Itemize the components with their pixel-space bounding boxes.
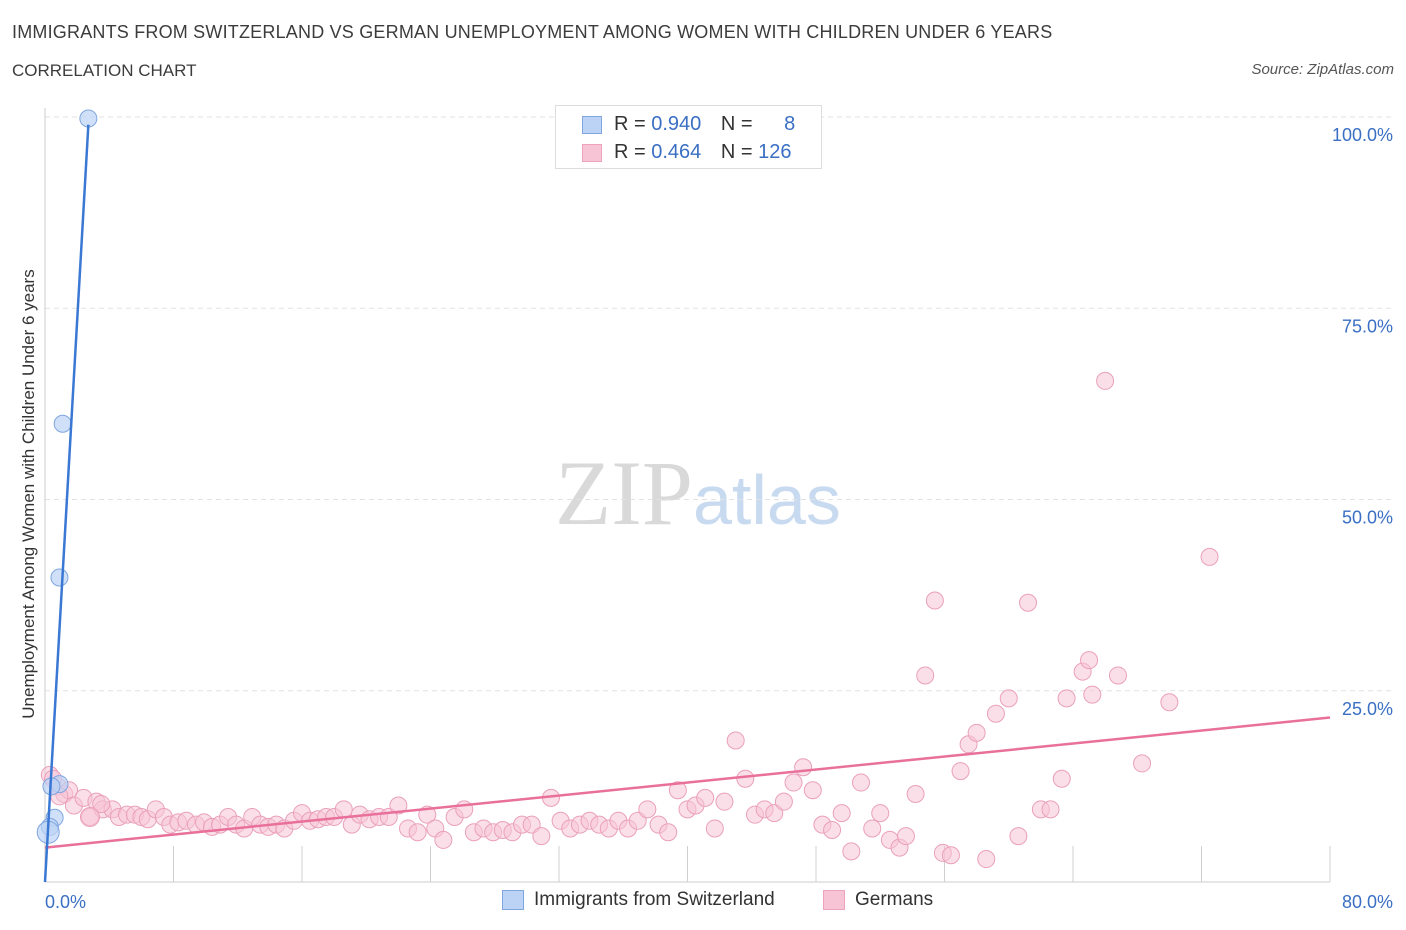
- swiss-legend-swatch: [502, 889, 524, 910]
- german-point: [638, 800, 657, 819]
- german-point: [832, 804, 851, 823]
- german-point: [1009, 827, 1028, 846]
- swiss-point: [50, 568, 69, 587]
- german-point: [999, 689, 1018, 708]
- swiss-point: [79, 109, 98, 128]
- german-point: [1108, 666, 1127, 685]
- german-point: [92, 794, 111, 813]
- german-point: [705, 819, 724, 838]
- german-point: [1096, 371, 1115, 390]
- swiss-point: [53, 414, 72, 433]
- german-point: [1041, 800, 1060, 819]
- watermark-zip: ZIP: [555, 442, 693, 544]
- german-point: [925, 591, 944, 610]
- german-point: [389, 796, 408, 815]
- bottom-legend-swiss: Immigrants from Switzerland: [502, 889, 775, 911]
- swiss-swatch: [582, 115, 602, 134]
- german-point: [434, 830, 453, 849]
- german-point: [765, 804, 784, 823]
- german-point: [1083, 685, 1102, 704]
- german-point: [334, 800, 353, 819]
- german-point: [1019, 593, 1038, 612]
- german-point: [896, 827, 915, 846]
- y-tick-label: 50.0%: [1342, 508, 1393, 528]
- y-tick-label: 100.0%: [1332, 125, 1393, 145]
- german-point: [659, 823, 678, 842]
- x-tick-label: 0.0%: [45, 892, 86, 912]
- y-tick-label: 75.0%: [1342, 316, 1393, 336]
- legend-n-value: 126: [758, 141, 792, 163]
- chart-title: IMMIGRANTS FROM SWITZERLAND VS GERMAN UN…: [12, 22, 1053, 42]
- chart-subtitle: CORRELATION CHART: [12, 61, 197, 80]
- german-point: [916, 666, 935, 685]
- legend-row-swiss: R = 0.940 N = 8: [582, 111, 795, 137]
- german-point: [628, 811, 647, 830]
- german-point: [842, 842, 861, 861]
- german-legend-swatch: [823, 889, 845, 910]
- german-point: [715, 792, 734, 811]
- german-point: [1160, 693, 1179, 712]
- german-point: [951, 762, 970, 781]
- german-point: [967, 723, 986, 742]
- stats-legend: R = 0.940 N = 8 R = 0.464 N = 126: [555, 105, 822, 169]
- legend-row-german: R = 0.464 N = 126: [582, 139, 792, 165]
- legend-n-value: 8: [784, 113, 796, 135]
- grid-lines: [45, 116, 1395, 692]
- legend-r-value: 0.940: [651, 113, 702, 135]
- y-tick-label: 25.0%: [1342, 699, 1393, 719]
- swiss-trend-line: [43, 124, 90, 883]
- german-point: [1133, 754, 1152, 773]
- german-point: [79, 806, 100, 827]
- german-points: [40, 371, 1219, 869]
- german-point: [906, 785, 925, 804]
- german-point: [977, 850, 996, 869]
- tick-labels: 100.0% 75.0% 50.0% 25.0% 0.0% 80.0%: [45, 125, 1393, 912]
- german-trend-line: [44, 716, 1331, 849]
- german-point: [871, 804, 890, 823]
- swiss-legend-label: Immigrants from Switzerland: [534, 889, 775, 910]
- german-point: [1057, 689, 1076, 708]
- legend-n-label: N =: [720, 113, 753, 135]
- german-swatch: [582, 143, 602, 162]
- german-point: [794, 758, 813, 777]
- german-point: [522, 815, 541, 834]
- y-axis-label: Unemployment Among Women with Children U…: [19, 269, 38, 719]
- swiss-points: [36, 109, 98, 844]
- legend-r-label: R =: [614, 141, 646, 163]
- legend-r-value: 0.464: [651, 141, 702, 163]
- legend-n-label: N =: [720, 141, 753, 163]
- watermark: ZIPatlas: [555, 440, 841, 546]
- bottom-legend-german: Germans: [823, 889, 933, 911]
- german-point: [823, 820, 842, 839]
- german-point: [1200, 547, 1219, 566]
- trend-lines: [43, 124, 1331, 883]
- german-point: [803, 781, 822, 800]
- german-point: [1052, 769, 1071, 788]
- axes: [44, 108, 1331, 883]
- german-point: [941, 846, 960, 865]
- german-point: [1080, 651, 1099, 670]
- german-point: [668, 781, 687, 800]
- source-label: Source: ZipAtlas.com: [1251, 61, 1394, 78]
- german-legend-label: Germans: [855, 889, 934, 910]
- german-point: [986, 704, 1005, 723]
- german-point: [851, 773, 870, 792]
- german-point: [736, 769, 755, 788]
- x-tick-label: 80.0%: [1342, 892, 1393, 912]
- german-point: [408, 823, 427, 842]
- german-point: [696, 788, 715, 807]
- german-point: [784, 773, 803, 792]
- german-point: [532, 827, 551, 846]
- german-point: [863, 819, 882, 838]
- german-point: [774, 792, 793, 811]
- german-point: [726, 731, 745, 750]
- legend-r-label: R =: [614, 113, 646, 135]
